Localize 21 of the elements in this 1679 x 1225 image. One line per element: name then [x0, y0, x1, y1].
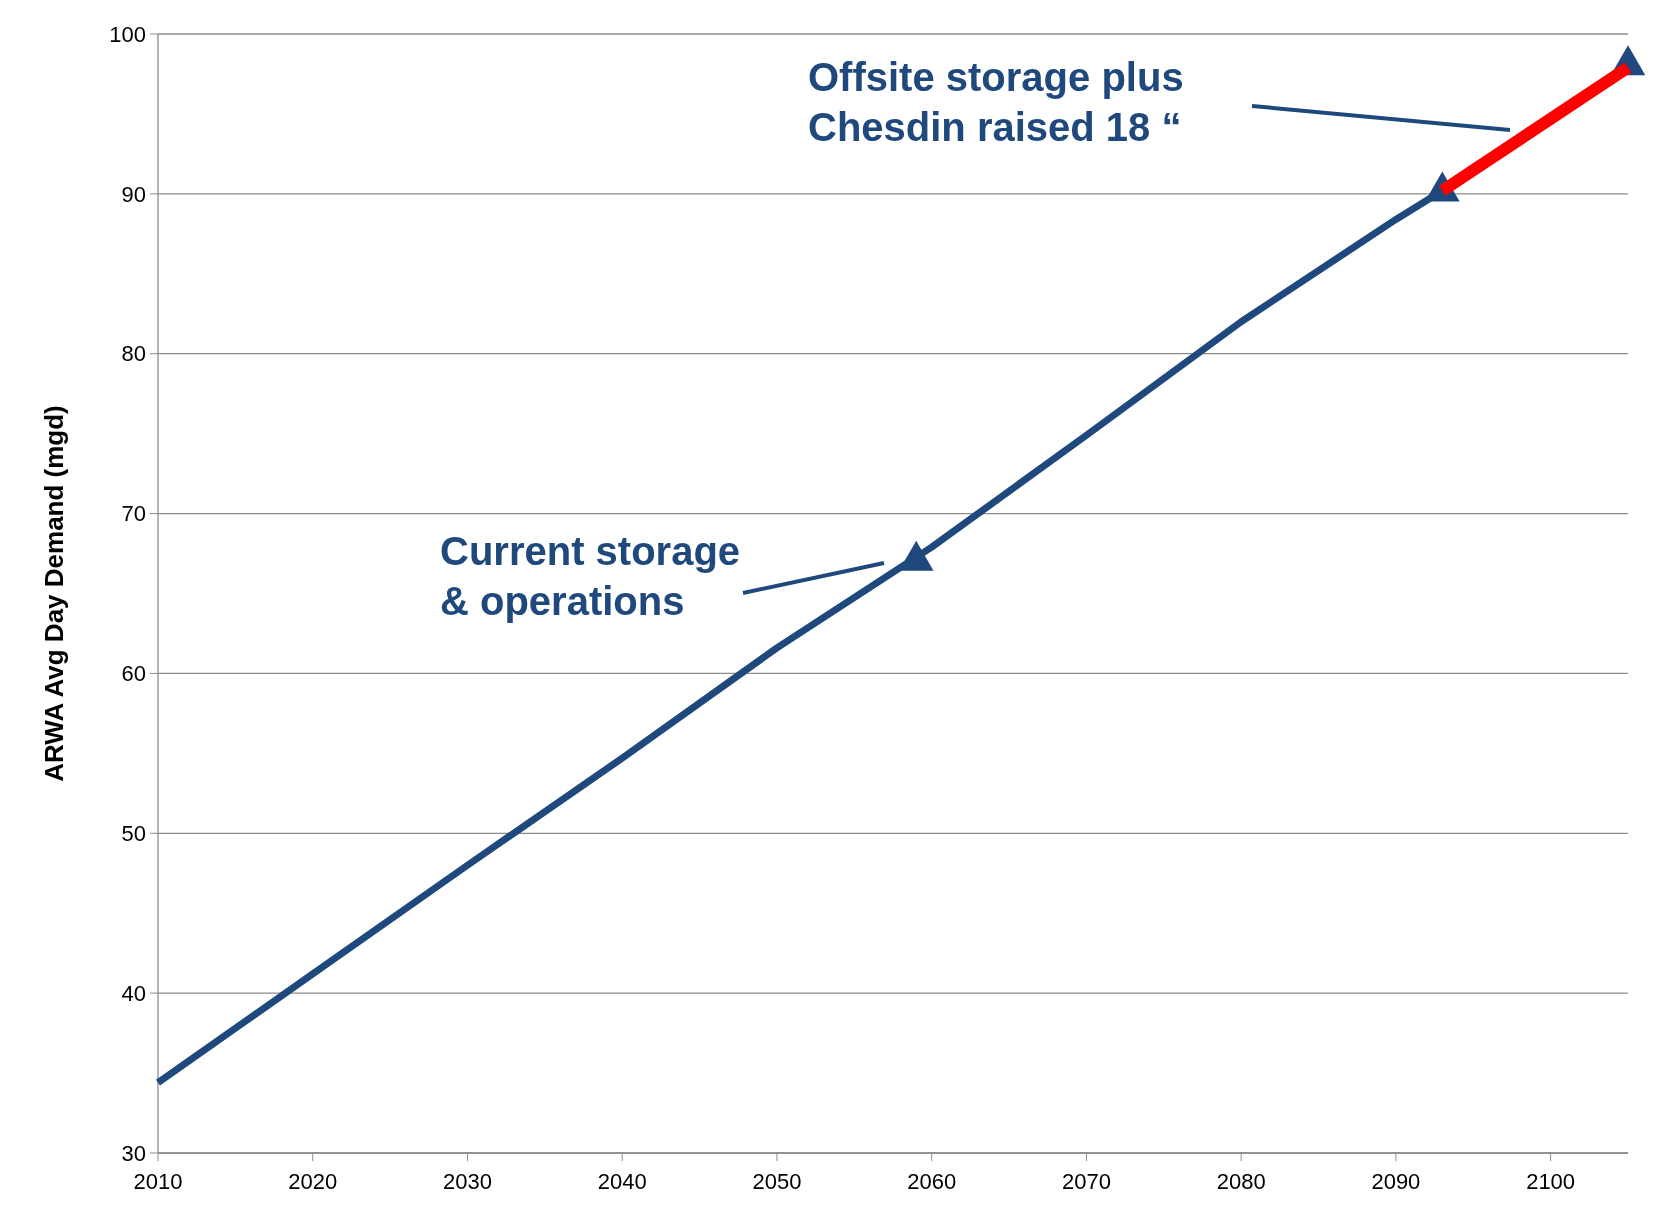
x-tick-label: 2040	[597, 1169, 647, 1194]
x-tick-label: 2050	[752, 1169, 802, 1194]
annotation: Current storage & operations	[440, 529, 741, 623]
annotation: Offsite storage plus Chesdin raised 18 “	[808, 55, 1184, 149]
y-tick-label: 60	[121, 661, 146, 687]
x-tick-label: 2080	[1216, 1169, 1266, 1194]
x-tick-label: 2090	[1371, 1169, 1421, 1194]
x-tick-label: 2020	[288, 1169, 338, 1194]
y-tick-label: 90	[121, 181, 146, 207]
y-tick-label: 80	[121, 341, 146, 367]
y-axis-title: ARWA Avg Day Demand (mgd)	[39, 405, 69, 782]
x-tick-label: 2070	[1061, 1169, 1111, 1194]
x-tick-label: 2030	[443, 1169, 492, 1194]
y-tick-label: 50	[121, 820, 146, 846]
y-tick-label: 70	[121, 501, 146, 527]
x-tick-label: 2100	[1526, 1169, 1576, 1194]
y-tick-label: 40	[121, 980, 146, 1006]
x-tick-label: 2060	[907, 1169, 957, 1194]
y-tick-label: 30	[121, 1140, 146, 1166]
y-tick-label: 100	[109, 21, 146, 47]
x-tick-label: 2010	[133, 1169, 183, 1194]
